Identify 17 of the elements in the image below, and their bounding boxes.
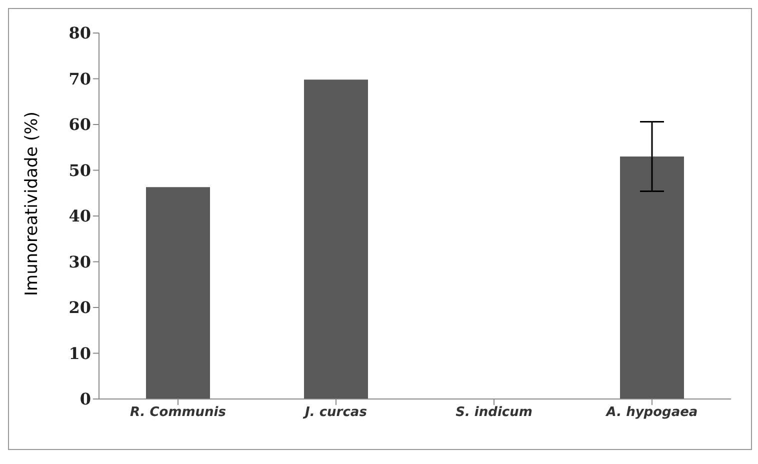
y-tick-label: 70 <box>68 69 91 88</box>
y-tick-label: 60 <box>68 115 91 134</box>
bar <box>146 187 210 399</box>
y-tick-label: 20 <box>68 298 91 318</box>
y-tick-label: 10 <box>68 344 91 363</box>
y-axis-title: Imunoreatividade (%) <box>22 112 42 296</box>
x-tick-label: J. curcas <box>302 405 368 420</box>
x-tick-label: R. Communis <box>130 405 226 420</box>
y-tick-label: 30 <box>68 252 91 272</box>
y-tick-label: 0 <box>80 390 91 409</box>
y-tick-label: 40 <box>68 206 91 226</box>
x-tick-label: S. indicum <box>456 405 532 420</box>
bar <box>620 156 684 399</box>
y-tick-label: 50 <box>68 160 91 180</box>
bar <box>304 80 368 399</box>
x-tick-label: A. hypogaea <box>605 405 698 420</box>
y-tick-label: 80 <box>68 24 91 43</box>
